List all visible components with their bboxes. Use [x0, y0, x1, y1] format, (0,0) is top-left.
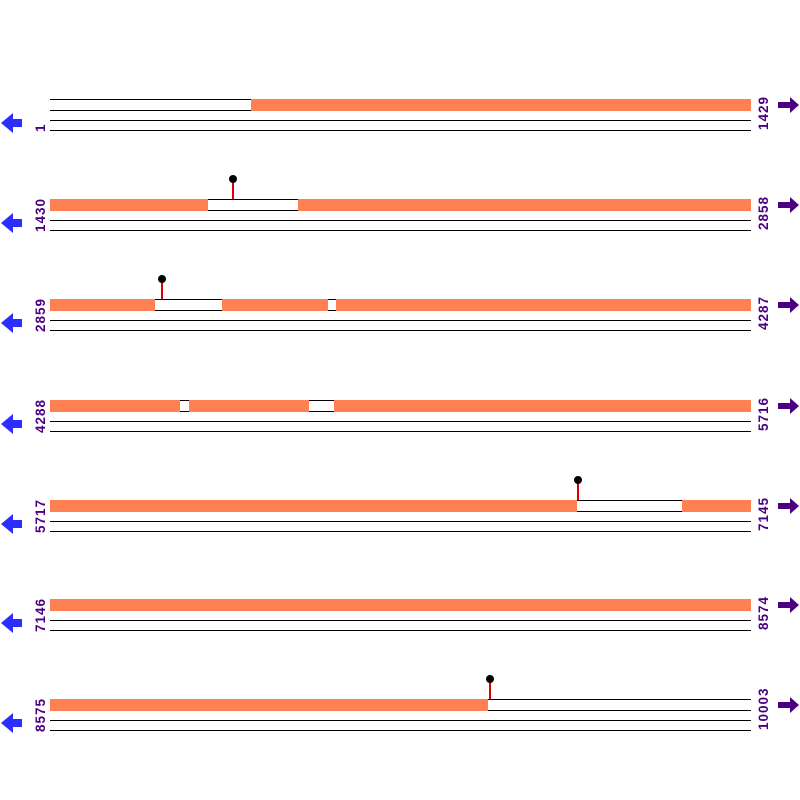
- marker-head-icon[interactable]: [158, 275, 166, 283]
- marker-head-icon[interactable]: [574, 476, 582, 484]
- axis-line: [50, 230, 751, 231]
- scroll-left-arrow-icon[interactable]: [1, 713, 22, 733]
- feature-track: [50, 199, 751, 211]
- row-start-coordinate: 1: [33, 123, 48, 132]
- sequence-feature-segment[interactable]: [251, 99, 751, 111]
- row-start-coordinate: 8575: [33, 697, 48, 732]
- sequence-row: 7146 8574: [0, 595, 800, 651]
- sequence-feature-segment[interactable]: [50, 400, 180, 412]
- sequence-feature-segment[interactable]: [50, 299, 155, 311]
- scroll-right-arrow-icon[interactable]: [778, 398, 799, 414]
- axis-line: [50, 730, 751, 731]
- row-start-coordinate: 7146: [33, 597, 48, 632]
- scroll-right-arrow-icon[interactable]: [778, 97, 799, 113]
- axis-line: [50, 320, 751, 321]
- sequence-feature-segment[interactable]: [682, 500, 751, 512]
- sequence-row: 5717 7145: [0, 476, 800, 552]
- sequence-row: 1430 2858: [0, 175, 800, 251]
- scroll-left-arrow-icon[interactable]: [1, 313, 22, 333]
- axis-line: [50, 220, 751, 221]
- sequence-feature-segment[interactable]: [336, 299, 751, 311]
- axis-line: [50, 330, 751, 331]
- sequence-row: 1 1429: [0, 95, 800, 151]
- scroll-left-arrow-icon[interactable]: [1, 113, 22, 133]
- feature-track: [50, 400, 751, 412]
- scroll-left-arrow-icon[interactable]: [1, 613, 22, 633]
- row-end-coordinate: 5716: [756, 396, 771, 431]
- feature-track: [50, 699, 751, 711]
- marker-stem: [161, 282, 163, 299]
- scroll-left-arrow-icon[interactable]: [1, 514, 22, 534]
- axis-line: [50, 720, 751, 721]
- row-start-coordinate: 4288: [33, 398, 48, 433]
- sequence-feature-segment[interactable]: [222, 299, 328, 311]
- scroll-left-arrow-icon[interactable]: [1, 414, 22, 434]
- row-start-coordinate: 5717: [33, 498, 48, 533]
- marker-head-icon[interactable]: [229, 175, 237, 183]
- marker-head-icon[interactable]: [486, 675, 494, 683]
- axis-line: [50, 531, 751, 532]
- marker-stem: [232, 182, 234, 199]
- sequence-row: 4288 5716: [0, 396, 800, 452]
- sequence-feature-segment[interactable]: [50, 599, 751, 611]
- sequence-feature-segment[interactable]: [50, 699, 488, 711]
- row-start-coordinate: 1430: [33, 197, 48, 232]
- axis-line: [50, 431, 751, 432]
- sequence-feature-segment[interactable]: [334, 400, 751, 412]
- axis-line: [50, 630, 751, 631]
- scroll-right-arrow-icon[interactable]: [778, 498, 799, 514]
- row-start-coordinate: 2859: [33, 297, 48, 332]
- axis-line: [50, 620, 751, 621]
- feature-track: [50, 599, 751, 611]
- scroll-right-arrow-icon[interactable]: [778, 197, 799, 213]
- row-end-coordinate: 2858: [756, 195, 771, 230]
- axis-line: [50, 521, 751, 522]
- row-end-coordinate: 4287: [756, 295, 771, 330]
- scroll-right-arrow-icon[interactable]: [778, 597, 799, 613]
- axis-line: [50, 130, 751, 131]
- sequence-feature-segment[interactable]: [189, 400, 309, 412]
- feature-track: [50, 299, 751, 311]
- row-end-coordinate: 10003: [756, 687, 771, 730]
- feature-track: [50, 500, 751, 512]
- axis-line: [50, 120, 751, 121]
- sequence-feature-segment[interactable]: [298, 199, 751, 211]
- row-end-coordinate: 7145: [756, 496, 771, 531]
- row-end-coordinate: 8574: [756, 595, 771, 630]
- sequence-row: 2859 4287: [0, 275, 800, 351]
- sequence-feature-segment[interactable]: [50, 199, 208, 211]
- marker-stem: [489, 682, 491, 699]
- sequence-row: 8575 10003: [0, 675, 800, 751]
- scroll-left-arrow-icon[interactable]: [1, 213, 22, 233]
- scroll-right-arrow-icon[interactable]: [778, 297, 799, 313]
- row-end-coordinate: 1429: [756, 95, 771, 130]
- feature-track: [50, 99, 751, 111]
- scroll-right-arrow-icon[interactable]: [778, 697, 799, 713]
- axis-line: [50, 421, 751, 422]
- sequence-feature-segment[interactable]: [50, 500, 577, 512]
- marker-stem: [577, 483, 579, 500]
